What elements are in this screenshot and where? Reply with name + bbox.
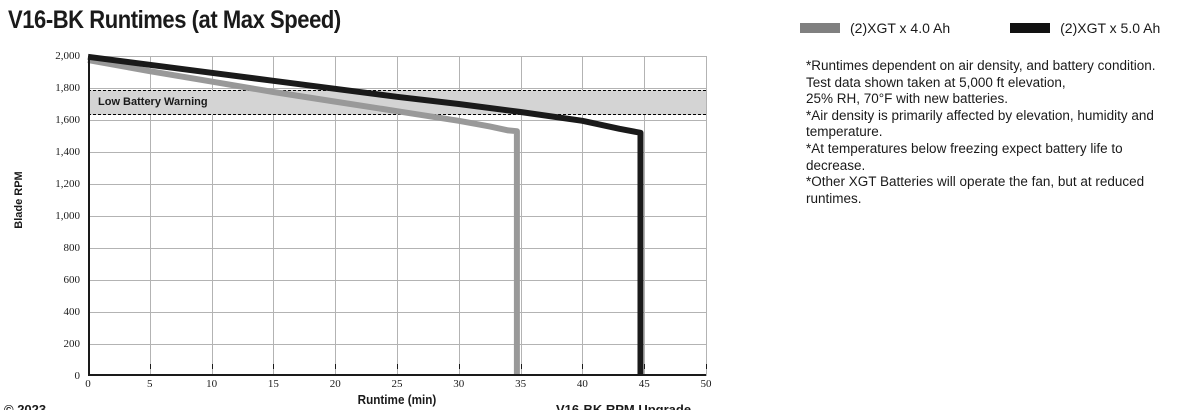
x-tick-label: 10 <box>206 378 218 390</box>
gridline-vertical <box>582 56 584 376</box>
gridline-vertical <box>335 56 337 376</box>
footnote-line: *Runtimes dependent on air density, and … <box>806 58 1156 73</box>
x-tick-mark <box>706 364 707 369</box>
x-tick-label: 25 <box>391 378 403 390</box>
series-line-xgt-5ah <box>87 53 644 376</box>
y-tick-label: 1,400 <box>55 146 80 158</box>
gridline-vertical <box>273 56 275 376</box>
gridline-vertical <box>520 56 522 376</box>
gridline-vertical <box>644 56 646 376</box>
x-tick-mark <box>644 364 646 369</box>
footnote-line: 25% RH, 70°F with new batteries. <box>806 91 1008 107</box>
gridline-vertical <box>211 56 213 376</box>
x-tick-mark <box>458 364 460 369</box>
legend-label-xgt-5ah: (2)XGT x 5.0 Ah <box>1060 20 1161 36</box>
series-line-xgt-4ah <box>87 57 520 376</box>
chart-legend: (2)XGT x 4.0 Ah (2)XGT x 5.0 Ah <box>800 20 1160 36</box>
y-tick-label: 0 <box>74 370 81 382</box>
x-tick-label: 30 <box>453 378 465 390</box>
gridline-vertical <box>397 56 398 376</box>
y-axis-title: Blade RPM <box>13 171 25 229</box>
series-layer <box>87 53 644 376</box>
x-tick-mark <box>520 364 522 369</box>
x-tick-mark <box>149 364 151 369</box>
legend-label-xgt-4ah: (2)XGT x 4.0 Ah <box>850 20 951 36</box>
x-tick-label: 40 <box>576 378 588 390</box>
x-tick-label: 20 <box>329 378 341 390</box>
y-tick-label: 800 <box>63 242 81 254</box>
x-tick-mark <box>582 364 584 369</box>
gridline-vertical <box>706 56 707 376</box>
legend-swatch-gray-icon <box>800 23 840 33</box>
chart-region: Blade RPM Runtime (min) Low Battery Warn… <box>0 44 760 407</box>
y-tick-label: 600 <box>63 274 81 286</box>
footnotes: *Runtimes dependent on air density, and … <box>806 58 1180 207</box>
y-tick-label: 1,600 <box>55 114 80 126</box>
x-axis-line <box>88 374 706 376</box>
x-tick-mark <box>211 364 213 369</box>
footnote-line: decrease. <box>806 157 866 173</box>
x-tick-mark <box>88 364 89 369</box>
footnote-line: *Air density is primarily affected by el… <box>806 107 1154 123</box>
footnote-line: runtimes. <box>806 190 862 206</box>
y-tick-label: 400 <box>63 306 81 318</box>
footer-copyright: © 2023 <box>4 402 47 410</box>
legend-swatch-black-icon <box>1010 23 1051 33</box>
y-tick-label: 200 <box>63 338 81 350</box>
x-tick-label: 0 <box>85 378 91 390</box>
gridline-vertical <box>149 56 151 376</box>
plot-area: Low Battery Warning <box>87 53 707 376</box>
footer-document-title: V16-BK RPM Upgrade <box>556 402 692 410</box>
footnote-line: *At temperatures below freezing expect b… <box>806 140 1123 156</box>
x-tick-mark <box>335 364 337 369</box>
x-tick-label: 5 <box>147 378 153 390</box>
x-tick-label: 35 <box>515 378 527 390</box>
footnote-line: temperature. <box>806 124 883 140</box>
y-tick-label: 1,800 <box>55 82 80 94</box>
x-tick-mark <box>273 364 275 369</box>
footnote-line: Test data shown taken at 5,000 ft elevat… <box>806 74 1066 90</box>
x-axis-title: Runtime (min) <box>357 392 437 407</box>
y-tick-label: 1,200 <box>55 178 80 190</box>
legend-item-xgt-4ah: (2)XGT x 4.0 Ah <box>800 20 950 36</box>
x-tick-label: 15 <box>267 378 279 390</box>
x-tick-label: 50 <box>700 378 712 390</box>
legend-item-xgt-5ah: (2)XGT x 5.0 Ah <box>1010 20 1160 36</box>
x-tick-label: 45 <box>638 378 650 390</box>
y-tick-label: 2,000 <box>55 50 80 62</box>
footnote-line: *Other XGT Batteries will operate the fa… <box>806 174 1145 190</box>
page-title: V16-BK Runtimes (at Max Speed) <box>8 6 341 34</box>
gridline-vertical <box>458 56 460 376</box>
y-axis-line <box>88 56 90 376</box>
x-tick-mark <box>397 364 398 369</box>
y-tick-label: 1,000 <box>55 210 80 222</box>
